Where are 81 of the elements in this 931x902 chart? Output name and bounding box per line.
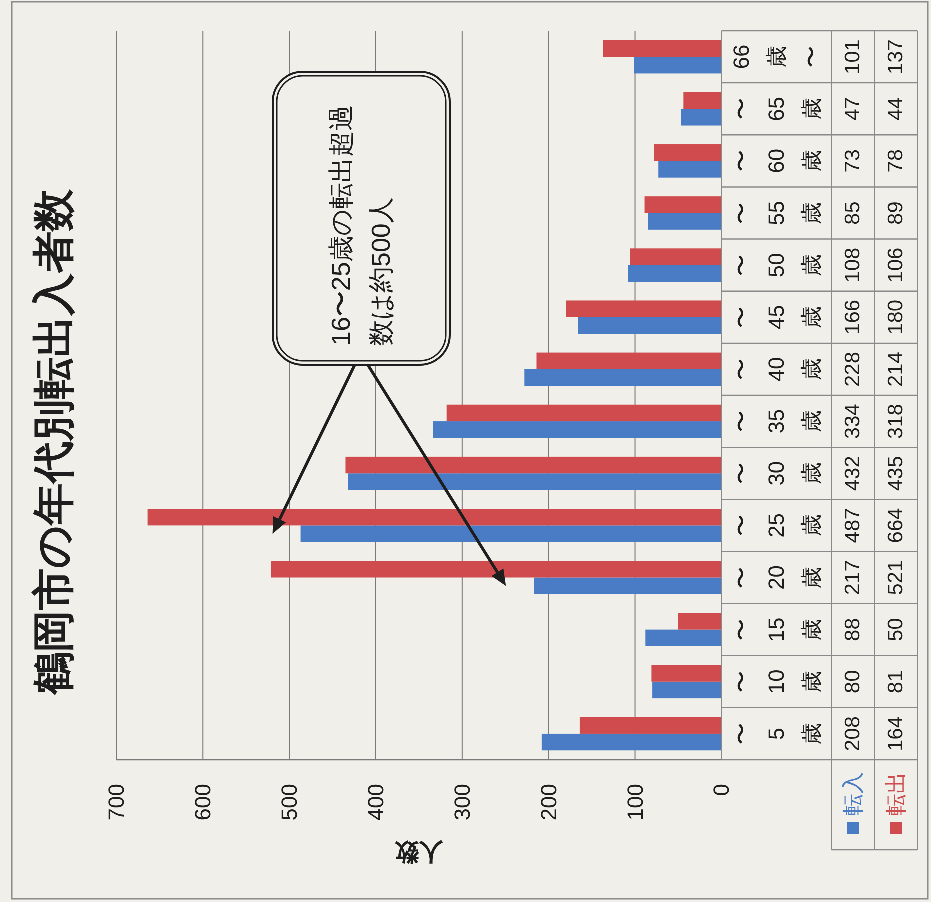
y-tick-label: 〜40歳	[729, 357, 824, 382]
data-label: 521	[884, 560, 908, 596]
data-label: 487	[842, 508, 865, 544]
data-label: 78	[884, 150, 908, 173]
y-tick-label: 〜15歳	[729, 618, 824, 642]
x-tick-label: 400	[363, 784, 388, 821]
data-label: 44	[884, 97, 908, 121]
data-label: 217	[842, 560, 865, 596]
y-tick-label: 〜25歳	[729, 513, 824, 538]
x-axis-title: 人数	[394, 838, 444, 866]
x-tick-label: 200	[536, 784, 562, 821]
data-label: 73	[842, 150, 865, 173]
bar	[652, 665, 722, 682]
bar	[566, 300, 722, 318]
data-label: 334	[842, 404, 865, 440]
bar	[654, 144, 722, 162]
data-label: 89	[884, 202, 908, 225]
bar	[644, 196, 722, 214]
x-tick-label: 300	[450, 784, 475, 821]
text: 転出	[884, 772, 909, 816]
y-tick-label: 〜55歳	[729, 201, 824, 226]
x-tick-label: 500	[277, 784, 302, 821]
y-tick-label: 〜20歳	[729, 566, 824, 590]
data-label: 47	[842, 97, 865, 121]
annotation: 16〜25歳の転出超過数は約500人	[326, 105, 396, 346]
bar	[684, 92, 722, 110]
y-tick-label: 〜60歳	[729, 148, 824, 174]
data-label: 137	[884, 40, 908, 75]
bar	[681, 109, 722, 126]
data-label: 432	[842, 456, 865, 492]
data-label: 166	[842, 300, 865, 335]
bar	[534, 578, 722, 594]
text: 転入	[840, 772, 866, 816]
data-label: 664	[884, 508, 908, 544]
data-label: 108	[842, 248, 865, 283]
bar	[652, 682, 722, 699]
y-tick-label: 〜30歳	[729, 461, 824, 486]
data-label: 81	[884, 670, 908, 694]
bar	[346, 456, 722, 474]
y-tick-label: 〜45歳	[729, 305, 824, 330]
data-label: 228	[842, 352, 865, 387]
bar	[678, 613, 722, 630]
bar	[536, 352, 722, 370]
y-tick-label: 〜50歳	[729, 253, 824, 278]
bar	[634, 57, 722, 74]
data-label: 85	[842, 202, 865, 225]
bar	[580, 717, 722, 734]
data-label: 50	[884, 618, 908, 642]
bar	[542, 734, 722, 751]
x-tick-label: 600	[190, 784, 216, 821]
data-label: 208	[842, 716, 865, 752]
data-label: 88	[842, 618, 865, 642]
data-label: 80	[842, 670, 865, 694]
bar	[300, 526, 722, 542]
data-label: 214	[884, 352, 908, 387]
y-tick-label: 〜65歳	[729, 96, 824, 122]
bar	[348, 474, 722, 490]
x-tick-label: 700	[104, 784, 130, 821]
data-label: 101	[842, 40, 865, 75]
bar	[646, 630, 722, 646]
bar	[630, 248, 722, 266]
bar	[628, 265, 722, 282]
bar	[648, 213, 722, 230]
y-tick-label: 〜10歳	[729, 670, 824, 694]
text: 鶴岡市の年代別転出入者数	[30, 188, 77, 696]
bar	[524, 369, 722, 386]
x-tick-label: 100	[622, 784, 648, 821]
data-label: 435	[884, 456, 908, 492]
y-tick-label: 66歳〜	[729, 44, 824, 70]
bar	[658, 161, 722, 178]
bar	[433, 422, 722, 438]
y-tick-label: 〜35歳	[729, 409, 824, 434]
data-label: 318	[884, 404, 908, 440]
bar	[446, 404, 722, 422]
bar	[578, 317, 722, 334]
data-label: 180	[884, 300, 908, 335]
data-label: 164	[884, 716, 908, 752]
x-tick-label: 0	[709, 784, 734, 796]
bar	[603, 40, 722, 58]
data-label: 106	[884, 248, 908, 283]
y-tick-label: 〜5歳	[729, 722, 824, 745]
